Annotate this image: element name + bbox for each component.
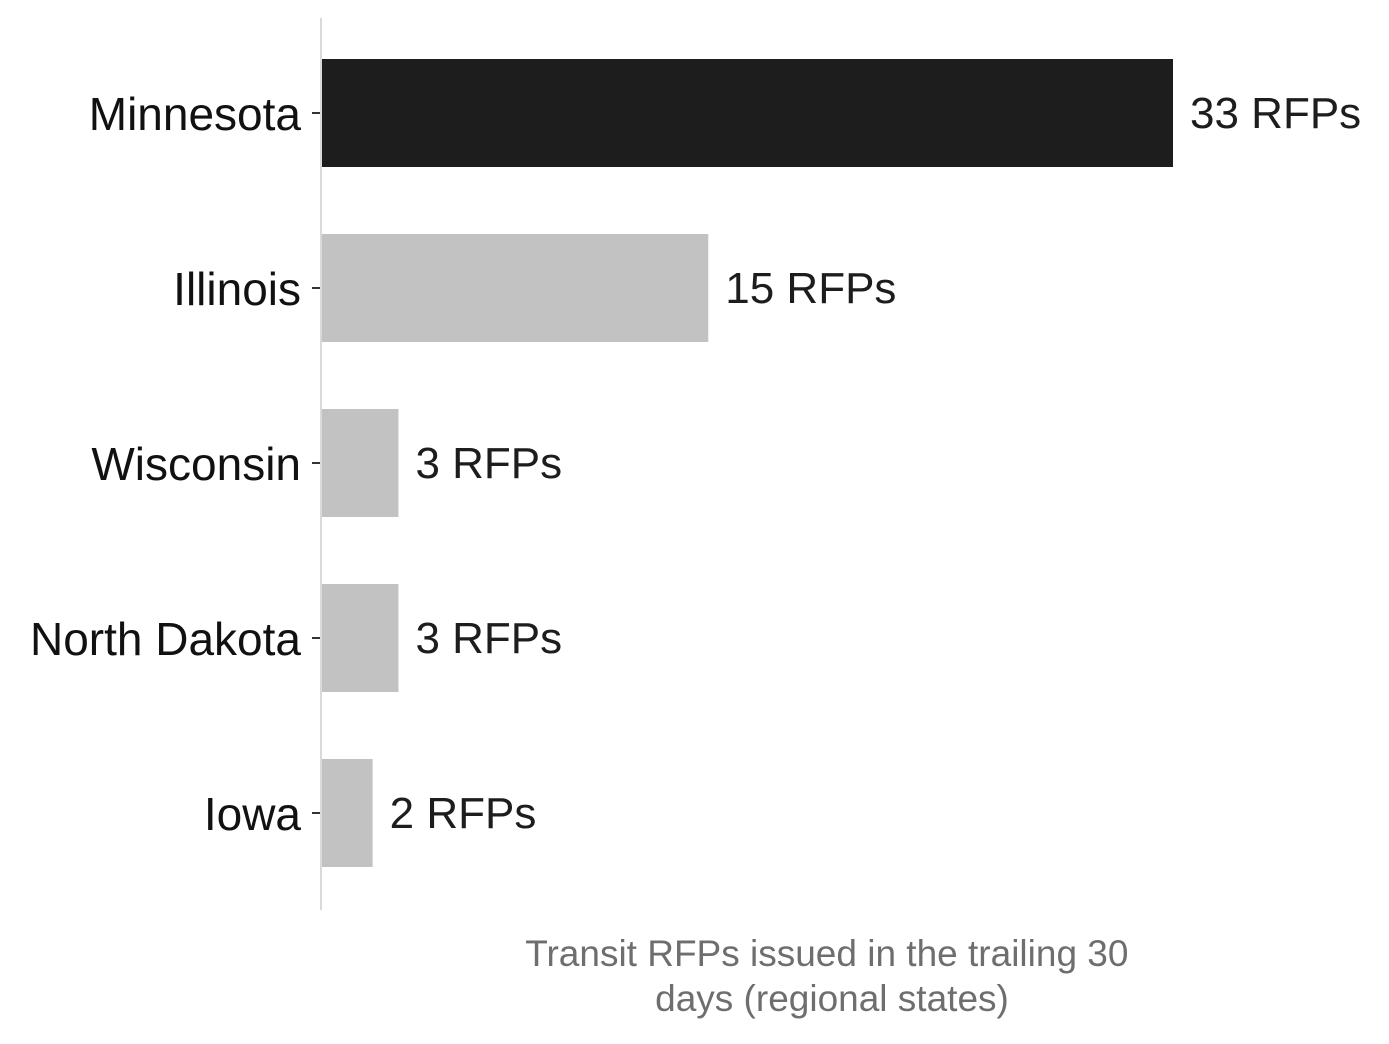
- bar-minnesota: [322, 59, 1173, 167]
- y-tick-label: North Dakota: [30, 613, 301, 665]
- y-tick-label: Wisconsin: [91, 438, 301, 490]
- bars-layer: [322, 59, 1173, 867]
- bar-value-label: 3 RFPs: [415, 439, 562, 488]
- x-axis-label-line: days (regional states): [655, 978, 1009, 1019]
- bar-value-label: 3 RFPs: [415, 614, 562, 663]
- bar-value-label: 15 RFPs: [725, 264, 896, 313]
- bar-value-label: 2 RFPs: [390, 789, 537, 838]
- y-tick-label: Iowa: [204, 788, 302, 840]
- labels-layer: Minnesota 33 RFPs Illinois 15 RFPs Wisconsin…: [30, 88, 1361, 840]
- x-axis-label: Transit RFPs issued in the trailing 30 d…: [525, 933, 1139, 1019]
- x-axis-label-line: Transit RFPs issued in the trailing 30: [525, 933, 1128, 974]
- y-tick-label: Minnesota: [89, 88, 302, 140]
- bar-value-label: 33 RFPs: [1190, 89, 1361, 138]
- bar-north-dakota: [322, 584, 399, 692]
- bar-illinois: [322, 234, 709, 342]
- bar-wisconsin: [322, 409, 399, 517]
- ticks-layer: [312, 112, 320, 814]
- y-tick-label: Illinois: [173, 263, 301, 315]
- bar-iowa: [322, 759, 373, 867]
